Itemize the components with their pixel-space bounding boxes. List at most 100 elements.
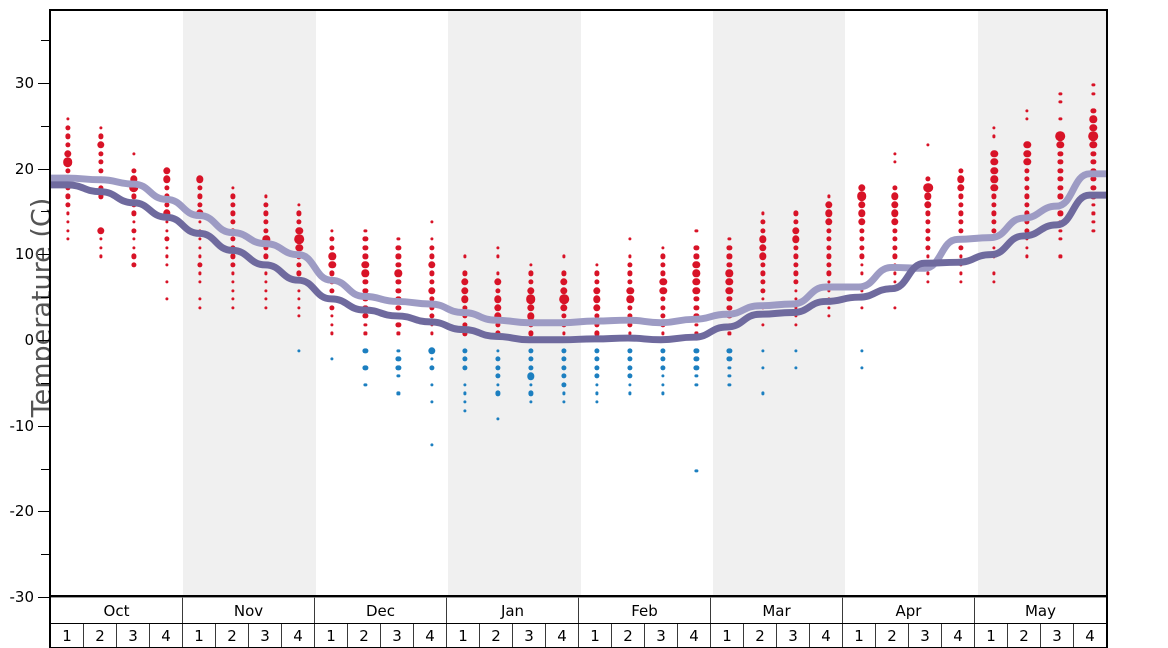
month-cell-dec[interactable]: Dec	[315, 597, 447, 623]
temperature-dot	[198, 254, 202, 258]
week-cell-feb-4[interactable]: 4	[678, 624, 711, 647]
temperature-dot	[727, 383, 732, 387]
temperature-dot	[1091, 203, 1096, 207]
month-cell-feb[interactable]: Feb	[579, 597, 711, 623]
week-cell-mar-4[interactable]: 4	[810, 624, 843, 647]
month-band-may	[977, 11, 1106, 595]
temperature-dot	[197, 193, 203, 199]
week-cell-oct-3[interactable]: 3	[117, 624, 150, 647]
temperature-dot	[693, 245, 699, 251]
temperature-dot	[759, 262, 766, 268]
temperature-dot	[1058, 254, 1062, 258]
week-cell-may-2[interactable]: 2	[1008, 624, 1041, 647]
temperature-dot	[1091, 220, 1096, 224]
temperature-dot	[463, 383, 467, 387]
month-cell-mar[interactable]: Mar	[711, 597, 843, 623]
temperature-dot	[826, 245, 832, 251]
week-cell-may-4[interactable]: 4	[1074, 624, 1106, 647]
week-cell-apr-3[interactable]: 3	[909, 624, 942, 647]
temperature-dot	[758, 252, 767, 261]
week-cell-mar-2[interactable]: 2	[744, 624, 777, 647]
week-cell-mar-3[interactable]: 3	[777, 624, 810, 647]
temperature-dot	[1090, 108, 1097, 114]
week-cell-mar-1[interactable]: 1	[711, 624, 744, 647]
temperature-dot	[230, 193, 236, 199]
temperature-dot	[594, 322, 600, 328]
week-cell-feb-1[interactable]: 1	[579, 624, 612, 647]
temperature-dot	[594, 356, 600, 362]
temperature-dot	[262, 235, 270, 243]
temperature-dot	[64, 125, 71, 131]
temperature-dot	[628, 254, 632, 258]
month-band-jan	[448, 11, 581, 595]
week-cell-jan-1[interactable]: 1	[447, 624, 480, 647]
temperature-dot	[694, 468, 698, 473]
week-cell-feb-3[interactable]: 3	[645, 624, 678, 647]
temperature-dot	[295, 226, 303, 235]
temperature-dot	[496, 383, 500, 387]
temperature-dot	[627, 279, 633, 285]
temperature-dot	[893, 160, 897, 164]
week-cell-dec-3[interactable]: 3	[381, 624, 414, 647]
week-cell-nov-4[interactable]: 4	[282, 624, 315, 647]
week-cell-dec-1[interactable]: 1	[315, 624, 348, 647]
temperature-dot	[958, 193, 964, 199]
month-cell-jan[interactable]: Jan	[447, 597, 579, 623]
temperature-dot	[990, 166, 998, 175]
week-cell-nov-3[interactable]: 3	[249, 624, 282, 647]
temperature-dot	[361, 261, 370, 269]
temperature-dot	[495, 365, 501, 371]
week-cell-jan-4[interactable]: 4	[546, 624, 579, 647]
temperature-dot	[428, 313, 435, 319]
week-cell-oct-4[interactable]: 4	[150, 624, 183, 647]
temperature-dot	[297, 314, 301, 318]
month-cell-may[interactable]: May	[975, 597, 1106, 623]
temperature-dot	[131, 228, 137, 234]
week-cell-oct-1[interactable]: 1	[51, 624, 84, 647]
temperature-dot	[991, 228, 997, 234]
month-cell-nov[interactable]: Nov	[183, 597, 315, 623]
temperature-dot	[98, 168, 104, 174]
temperature-dot	[826, 253, 832, 259]
y-tick	[38, 511, 49, 513]
month-cell-oct[interactable]: Oct	[51, 597, 183, 623]
temperature-dot	[1057, 150, 1063, 157]
temperature-dot	[593, 295, 601, 303]
temperature-dot	[857, 191, 867, 202]
temperature-dot	[726, 253, 733, 259]
week-cell-may-1[interactable]: 1	[975, 624, 1008, 647]
temperature-dot	[858, 209, 866, 218]
temperature-dot	[1024, 168, 1030, 174]
week-cell-apr-4[interactable]: 4	[942, 624, 975, 647]
week-cell-nov-2[interactable]: 2	[216, 624, 249, 647]
temperature-dot	[429, 400, 434, 404]
temperature-dot	[595, 383, 599, 387]
week-cell-apr-1[interactable]: 1	[843, 624, 876, 647]
temperature-dot	[429, 220, 434, 224]
week-cell-feb-2[interactable]: 2	[612, 624, 645, 647]
temperature-dot	[925, 245, 931, 251]
week-cell-jan-3[interactable]: 3	[513, 624, 546, 647]
week-cell-dec-4[interactable]: 4	[414, 624, 447, 647]
temperature-dot	[793, 262, 799, 268]
temperature-dot	[562, 400, 566, 404]
temperature-dot	[526, 294, 536, 304]
month-cell-apr[interactable]: Apr	[843, 597, 975, 623]
week-cell-nov-1[interactable]: 1	[183, 624, 216, 647]
temperature-dot	[860, 306, 864, 310]
temperature-dot	[1090, 185, 1097, 191]
temperature-dot	[362, 288, 368, 294]
temperature-dot	[395, 262, 402, 268]
temperature-dot	[759, 279, 766, 285]
temperature-dot	[198, 237, 202, 241]
week-cell-may-3[interactable]: 3	[1041, 624, 1074, 647]
week-cell-jan-2[interactable]: 2	[480, 624, 513, 647]
temperature-dot	[460, 295, 469, 303]
temperature-dot	[959, 254, 963, 258]
week-cell-apr-2[interactable]: 2	[876, 624, 909, 647]
week-cell-dec-2[interactable]: 2	[348, 624, 381, 647]
week-cell-oct-2[interactable]: 2	[84, 624, 117, 647]
temperature-dot	[825, 218, 833, 226]
y-tick	[38, 82, 49, 84]
temperature-dot	[593, 286, 601, 295]
